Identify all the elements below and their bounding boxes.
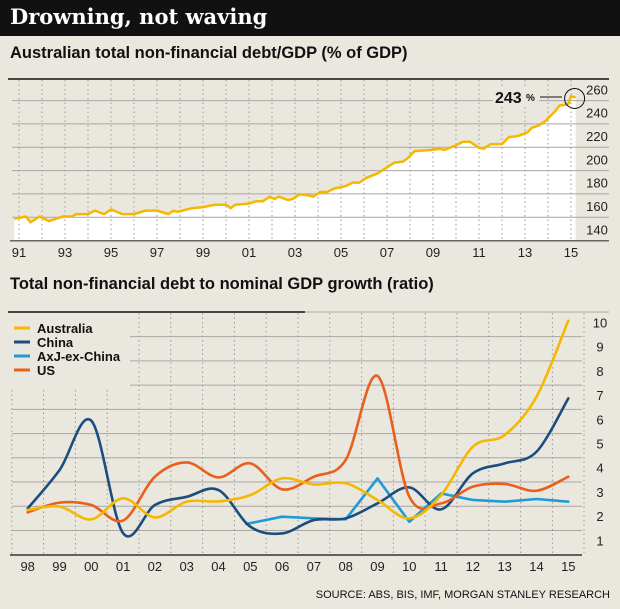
chart1-y-tick-label: 160	[586, 199, 608, 214]
chart1-annotation-unit: %	[526, 93, 535, 104]
chart1-x-tick-label: 09	[426, 245, 440, 260]
chart1-title: Australian total non-financial debt/GDP …	[10, 44, 408, 62]
legend-label-australia: Australia	[37, 321, 93, 336]
chart2-x-tick-label: 06	[275, 559, 289, 574]
chart2-x-tick-label: 12	[466, 559, 480, 574]
chart2-y-tick-label: 8	[596, 364, 603, 379]
chart1-series-line	[14, 95, 576, 224]
chart1-y-tick-label: 140	[586, 222, 608, 237]
chart2-x-tick-label: 05	[243, 559, 257, 574]
chart1-x-tick-label: 93	[58, 245, 72, 260]
legend-label-china: China	[37, 335, 74, 350]
chart1-x-tick-label: 95	[104, 245, 118, 260]
chart1-y-tick-label: 240	[586, 106, 608, 121]
chart2-y-tick-label: 5	[596, 437, 603, 452]
chart2-y-tick-label: 7	[596, 388, 603, 403]
chart2-x-tick-label: 98	[20, 559, 34, 574]
legend-label-us: US	[37, 363, 55, 378]
chart2-x-tick-label: 10	[402, 559, 416, 574]
chart2-x-tick-label: 03	[179, 559, 193, 574]
figure-title: Drowning, not waving	[10, 4, 268, 29]
title-bar: Drowning, not waving	[0, 0, 620, 36]
chart2-x-tick-label: 14	[529, 559, 543, 574]
chart2-series-line-us	[26, 374, 570, 523]
chart1-annotation-bg	[493, 88, 539, 106]
chart2-y-tick-label: 2	[596, 509, 603, 524]
chart1-x-tick-label: 05	[334, 245, 348, 260]
chart2-y-tick-label: 9	[596, 340, 603, 355]
chart1-x-tick-label: 01	[242, 245, 256, 260]
chart1-x-tick-label: 97	[150, 245, 164, 260]
chart1-x-tick-label: 11	[472, 245, 486, 260]
chart1-x-tick-label: 13	[518, 245, 532, 260]
chart2-x-tick-label: 01	[116, 559, 130, 574]
chart2-y-tick-label: 3	[596, 485, 603, 500]
chart1-x-tick-label: 07	[380, 245, 394, 260]
chart2-x-tick-label: 04	[211, 559, 225, 574]
chart2-y-tick-label: 1	[596, 533, 603, 548]
chart2-x-tick-label: 11	[434, 559, 448, 574]
chart1-y-tick-label: 220	[586, 129, 608, 144]
chart2-y-tick-label: 4	[596, 461, 603, 476]
chart2-x-tick-label: 08	[338, 559, 352, 574]
chart2-x-tick-label: 13	[497, 559, 511, 574]
chart2-x-tick-label: 15	[561, 559, 575, 574]
chart1-x-tick-label: 91	[12, 245, 26, 260]
chart1-x-tick-label: 99	[196, 245, 210, 260]
chart2-y-tick-label: 10	[593, 315, 607, 330]
chart2-x-tick-label: 00	[84, 559, 98, 574]
chart2-series-line-axj-ex-china	[245, 477, 570, 526]
chart2-title: Total non-financial debt to nominal GDP …	[10, 275, 434, 293]
chart2-x-tick-label: 09	[370, 559, 384, 574]
chart2-series-line-china	[26, 397, 570, 538]
chart2-x-tick-label: 99	[52, 559, 66, 574]
chart2-x-tick-label: 07	[307, 559, 321, 574]
chart1-annotation-value: 243	[495, 90, 522, 107]
chart2-y-tick-label: 6	[596, 412, 603, 427]
chart1-highlight-circle	[564, 87, 586, 109]
chart1-x-tick-label: 15	[564, 245, 578, 260]
source-note: SOURCE: ABS, BIS, IMF, MORGAN STANLEY RE…	[315, 589, 610, 601]
chart2-x-tick-label: 02	[148, 559, 162, 574]
chart2-series-line-australia	[26, 319, 570, 521]
chart1-y-tick-label: 180	[586, 176, 608, 191]
legend-label-axj-ex-china: AxJ-ex-China	[37, 349, 121, 364]
chart1-y-tick-label: 200	[586, 152, 608, 167]
chart1-y-tick-label: 260	[586, 82, 608, 97]
chart1-area-fill	[14, 96, 576, 241]
chart1-x-tick-label: 03	[288, 245, 302, 260]
